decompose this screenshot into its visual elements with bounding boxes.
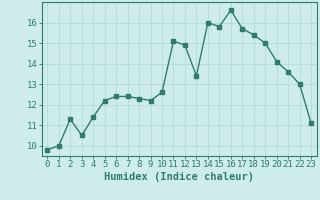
X-axis label: Humidex (Indice chaleur): Humidex (Indice chaleur)	[104, 172, 254, 182]
